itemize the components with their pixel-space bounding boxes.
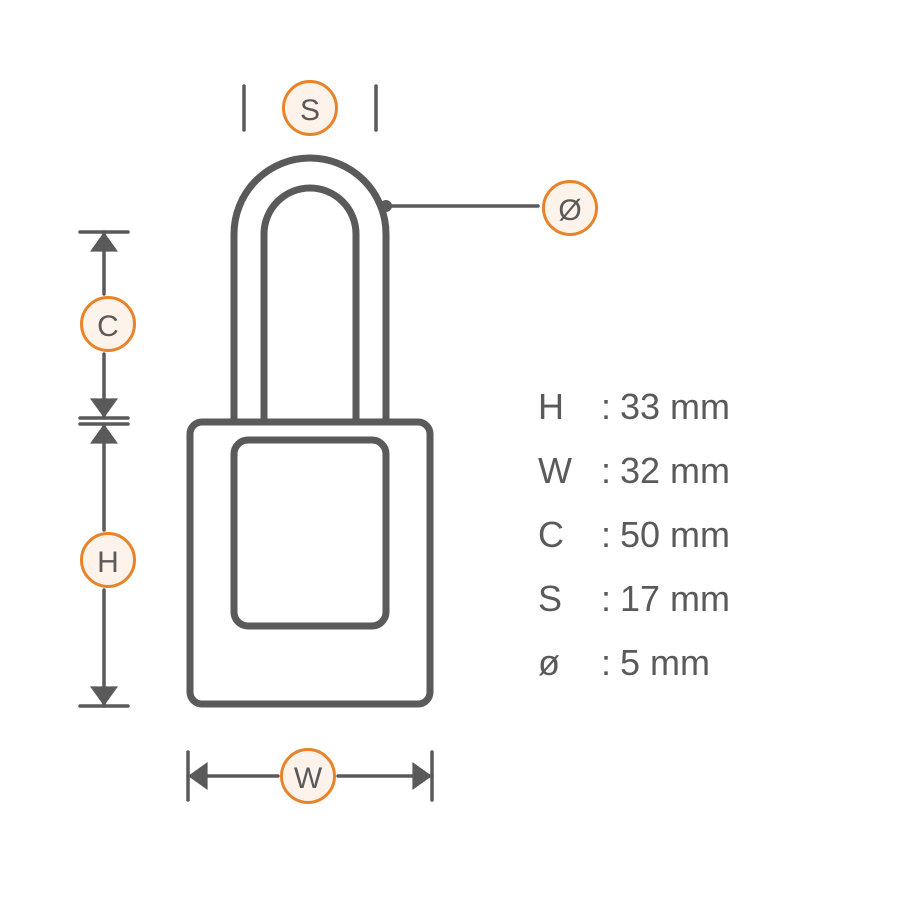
lock-shackle: [234, 158, 386, 422]
dim-W-arrow-left: [188, 762, 208, 790]
dim-H-arrow-top: [90, 424, 118, 444]
legend-colon: :: [592, 450, 620, 492]
legend-key: C: [538, 514, 592, 556]
legend-row: W:32 mm: [538, 450, 780, 508]
legend-value: 33 mm: [620, 386, 780, 428]
diagram-stage: SCHWØ H:33 mmW:32 mmC:50 mmS:17 mmø:5 mm: [0, 0, 900, 900]
dim-circle-W: W: [280, 748, 336, 804]
legend-colon: :: [592, 386, 620, 428]
dim-circle-H: H: [80, 532, 136, 588]
legend-row: H:33 mm: [538, 386, 780, 444]
legend-key: S: [538, 578, 592, 620]
dim-circle-D: Ø: [542, 180, 598, 236]
legend-key: W: [538, 450, 592, 492]
dim-H-arrow-bottom: [90, 686, 118, 706]
dim-circle-C: C: [80, 296, 136, 352]
dim-C-arrow-top: [90, 232, 118, 252]
legend-row: S:17 mm: [538, 578, 780, 636]
legend-value: 32 mm: [620, 450, 780, 492]
legend-colon: :: [592, 642, 620, 684]
legend-row: ø:5 mm: [538, 642, 780, 700]
lock-body: [190, 422, 430, 704]
legend-colon: :: [592, 578, 620, 620]
legend-value: 5 mm: [620, 642, 780, 684]
legend-key: ø: [538, 642, 592, 684]
dimension-legend: H:33 mmW:32 mmC:50 mmS:17 mmø:5 mm: [538, 386, 780, 706]
legend-key: H: [538, 386, 592, 428]
legend-value: 17 mm: [620, 578, 780, 620]
dim-circle-S: S: [282, 80, 338, 136]
dim-W-arrow-right: [412, 762, 432, 790]
legend-value: 50 mm: [620, 514, 780, 556]
legend-row: C:50 mm: [538, 514, 780, 572]
legend-colon: :: [592, 514, 620, 556]
dim-C-arrow-bottom: [90, 398, 118, 418]
